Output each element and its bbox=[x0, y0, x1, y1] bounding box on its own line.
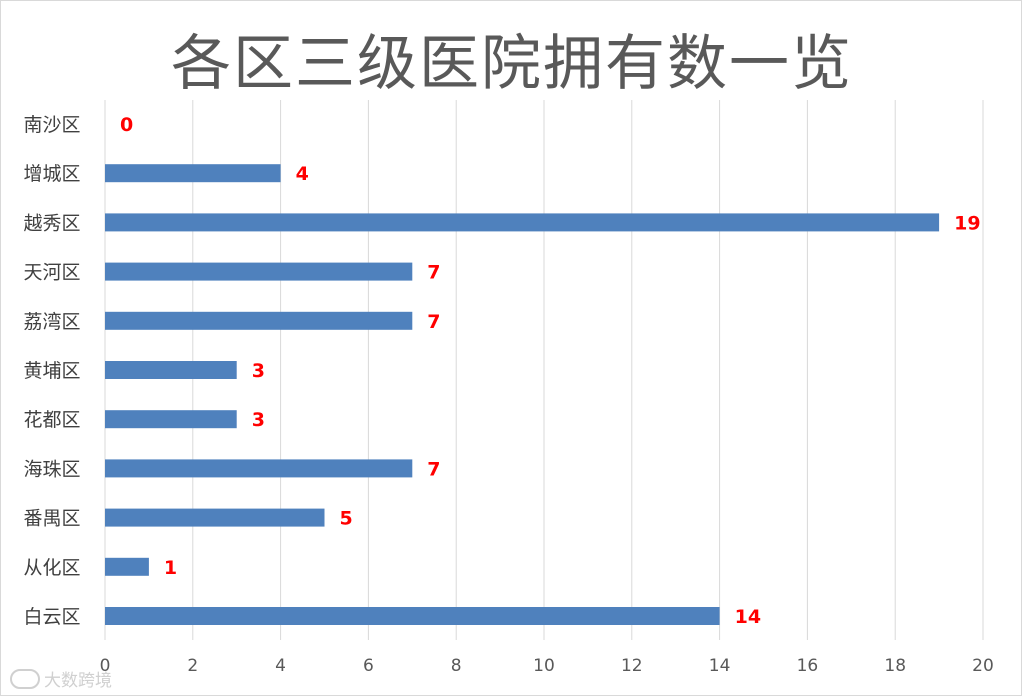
bar bbox=[105, 557, 149, 576]
category-label: 番禺区 bbox=[23, 508, 80, 530]
data-label: 7 bbox=[427, 311, 440, 333]
bar bbox=[105, 311, 413, 330]
x-tick-label: 16 bbox=[797, 656, 819, 676]
data-label: 4 bbox=[296, 163, 309, 185]
x-tick-label: 14 bbox=[709, 656, 731, 676]
data-label: 3 bbox=[252, 360, 265, 382]
data-label: 7 bbox=[427, 262, 440, 284]
data-label: 3 bbox=[252, 409, 265, 431]
category-label: 黄埔区 bbox=[23, 360, 80, 382]
data-label: 1 bbox=[164, 557, 177, 579]
watermark-text: 大数跨境 bbox=[44, 671, 112, 691]
category-label: 荔湾区 bbox=[23, 311, 80, 333]
bar bbox=[105, 164, 281, 183]
category-label: 增城区 bbox=[23, 163, 80, 185]
category-label: 白云区 bbox=[23, 606, 80, 628]
data-label: 19 bbox=[954, 212, 980, 234]
data-label: 14 bbox=[735, 606, 761, 628]
category-label: 海珠区 bbox=[23, 458, 80, 480]
x-tick-label: 8 bbox=[451, 656, 462, 676]
x-tick-label: 6 bbox=[363, 656, 374, 676]
x-tick-label: 10 bbox=[533, 656, 555, 676]
data-label: 0 bbox=[120, 114, 133, 136]
category-label: 从化区 bbox=[23, 557, 80, 579]
category-label: 花都区 bbox=[23, 409, 80, 431]
gridlines bbox=[104, 100, 984, 640]
bar bbox=[105, 607, 720, 625]
bar bbox=[105, 459, 413, 478]
data-label: 7 bbox=[427, 458, 440, 480]
watermark-logo-icon bbox=[10, 668, 40, 689]
bar bbox=[105, 508, 325, 527]
x-tick-label: 12 bbox=[621, 656, 643, 676]
bar bbox=[105, 213, 940, 232]
bar bbox=[105, 410, 237, 429]
bars bbox=[105, 164, 940, 625]
bar bbox=[105, 262, 413, 281]
labels: 0 2 4 6 8 10 12 14 16 18 20 南沙区 0 增城区 4 越秀区 19 天河区 7 荔湾区 7 黄埔… bbox=[23, 114, 993, 676]
x-tick-label: 4 bbox=[275, 656, 286, 676]
x-tick-label: 0 bbox=[100, 656, 111, 676]
x-tick-label: 18 bbox=[884, 656, 906, 676]
category-label: 南沙区 bbox=[23, 114, 80, 136]
bar bbox=[105, 361, 237, 379]
category-label: 越秀区 bbox=[23, 212, 80, 234]
watermark: 大数跨境 bbox=[10, 666, 112, 691]
category-label: 天河区 bbox=[23, 262, 80, 284]
x-tick-label: 2 bbox=[187, 656, 198, 676]
x-tick-label: 20 bbox=[972, 656, 994, 676]
chart-title: 各区三级医院拥有数一览 bbox=[171, 29, 853, 99]
data-label: 5 bbox=[340, 508, 353, 530]
